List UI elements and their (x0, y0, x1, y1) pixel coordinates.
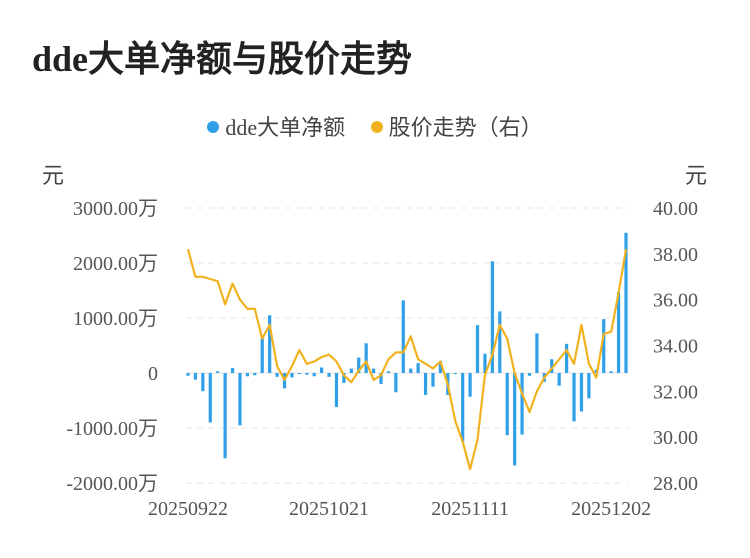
bar (557, 373, 561, 386)
bar (527, 373, 532, 376)
bar (475, 325, 480, 373)
bar (579, 373, 584, 412)
bar (260, 338, 264, 373)
bar (483, 353, 487, 373)
left-tick-label: 1000.00万 (73, 308, 158, 330)
bar (416, 363, 420, 373)
x-tick-label: 20251021 (289, 498, 369, 520)
bar (505, 373, 509, 436)
bar (386, 371, 391, 373)
legend-marker-dde (207, 121, 220, 133)
x-tick-label: 20251202 (571, 498, 651, 520)
bar (409, 368, 413, 373)
bar-series-dde (186, 232, 628, 466)
bar (290, 373, 294, 378)
bar (520, 373, 524, 435)
left-tick-label: 0 (148, 363, 158, 385)
bar (401, 300, 405, 373)
bar (216, 371, 220, 373)
bar (193, 373, 198, 380)
legend-marker-price (370, 121, 383, 133)
x-tick-label: 20251111 (431, 498, 509, 520)
left-axis-unit: 元 (42, 163, 65, 188)
bar (245, 373, 249, 377)
right-tick-label: 40.00 (653, 198, 698, 220)
left-tick-label: -1000.00万 (66, 418, 158, 440)
left-tick-label: 3000.00万 (73, 198, 158, 220)
bar (572, 373, 576, 422)
bar (498, 311, 502, 373)
bar (208, 373, 212, 423)
bar (275, 373, 279, 377)
bar (616, 292, 621, 373)
legend: dde大单净额 股价走势（右） (0, 110, 750, 142)
bar (223, 373, 227, 459)
bar (230, 368, 235, 373)
bar (238, 373, 242, 426)
bar (268, 315, 272, 373)
bar (364, 343, 368, 373)
bar (357, 357, 361, 373)
bar (602, 319, 606, 373)
bar (312, 373, 316, 377)
legend-item-dde[interactable]: dde大单净额 (207, 110, 345, 142)
bar (535, 333, 539, 373)
bar (327, 373, 331, 377)
right-tick-label: 34.00 (653, 336, 698, 358)
bar (461, 373, 465, 442)
bar (438, 360, 443, 373)
right-axis-ticks: 40.00 38.00 36.00 34.00 32.00 30.00 28.00 (653, 198, 698, 495)
right-tick-label: 36.00 (653, 290, 698, 312)
x-tick-label: 20250922 (148, 498, 228, 520)
bar (320, 367, 324, 373)
bar (349, 368, 353, 373)
left-tick-label: -2000.00万 (66, 473, 158, 495)
legend-item-price[interactable]: 股价走势（右） (370, 110, 543, 142)
bar (431, 373, 435, 387)
bar (186, 373, 190, 376)
right-tick-label: 30.00 (653, 427, 698, 449)
bar (550, 359, 554, 373)
bar (342, 373, 346, 383)
bar (371, 368, 376, 373)
bar (609, 371, 613, 373)
left-axis-ticks: 3000.00万 2000.00万 1000.00万 0 -1000.00万 -2000.… (66, 198, 158, 495)
right-tick-label: 28.00 (653, 473, 698, 495)
price-line (186, 248, 628, 471)
right-tick-label: 38.00 (653, 244, 698, 266)
bar (468, 373, 472, 397)
bar (297, 373, 301, 374)
bar (587, 373, 591, 399)
x-axis-ticks: 20250922 20251021 20251111 20251202 (148, 498, 651, 520)
bar (253, 373, 257, 376)
bar (453, 373, 457, 375)
bar (201, 373, 205, 392)
right-tick-label: 32.00 (653, 381, 698, 403)
bar (624, 232, 628, 373)
legend-label-price: 股价走势（右） (388, 115, 543, 140)
bar (379, 373, 383, 384)
bar (423, 373, 428, 395)
bar (334, 373, 339, 408)
bar (394, 373, 398, 393)
bar (490, 261, 494, 373)
bar (305, 373, 309, 375)
chart-title: dde大单净额与股价走势 (32, 39, 413, 79)
line-series-price (186, 248, 628, 471)
legend-label-dde: dde大单净额 (225, 115, 346, 140)
bar (513, 373, 517, 466)
gridlines (186, 207, 628, 484)
left-tick-label: 2000.00万 (73, 253, 158, 275)
right-axis-unit: 元 (685, 163, 708, 188)
bar (565, 343, 569, 373)
